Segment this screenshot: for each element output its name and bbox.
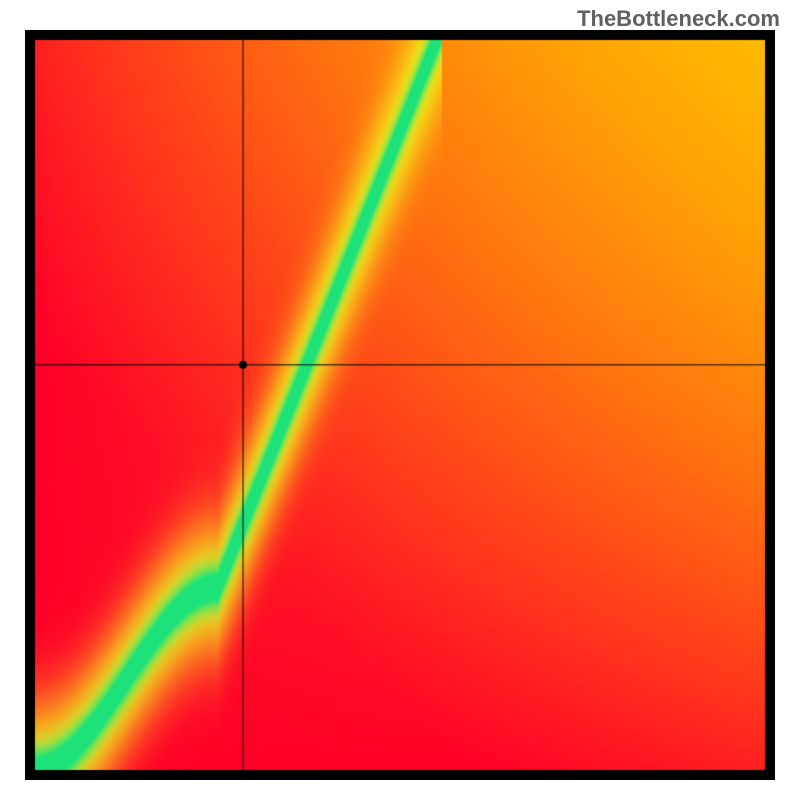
watermark-text: TheBottleneck.com	[577, 6, 780, 32]
heatmap-canvas	[25, 30, 775, 780]
heatmap-frame	[25, 30, 775, 780]
